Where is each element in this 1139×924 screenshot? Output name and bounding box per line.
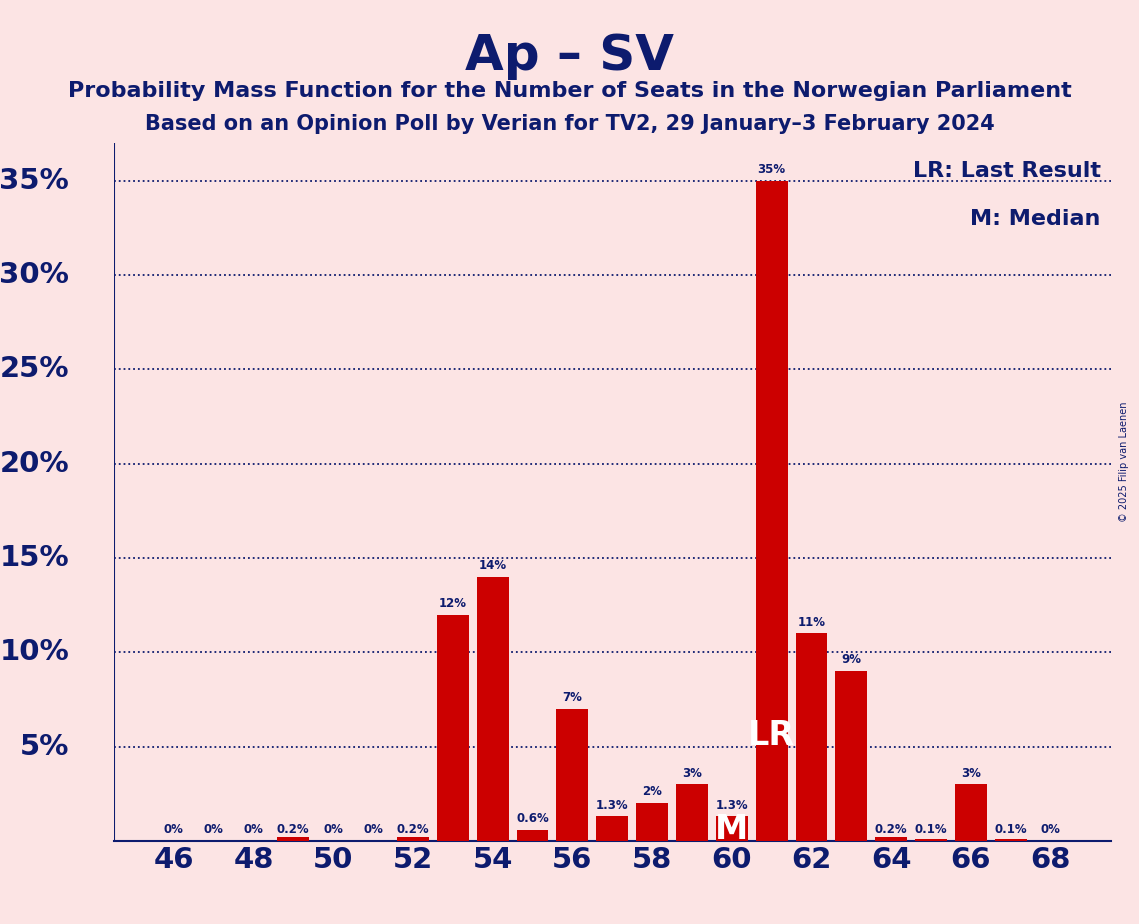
Bar — [915, 839, 947, 841]
Text: 3%: 3% — [682, 767, 702, 780]
Bar — [636, 803, 667, 841]
Bar — [795, 634, 827, 841]
Bar — [437, 614, 469, 841]
Bar — [476, 577, 508, 841]
Text: 5%: 5% — [19, 733, 69, 760]
Text: 35%: 35% — [757, 164, 786, 176]
Text: 0.1%: 0.1% — [994, 823, 1027, 836]
Bar — [994, 839, 1026, 841]
Text: 0.1%: 0.1% — [915, 823, 948, 836]
Text: 0.2%: 0.2% — [875, 823, 908, 836]
Text: © 2025 Filip van Laenen: © 2025 Filip van Laenen — [1120, 402, 1129, 522]
Text: 11%: 11% — [797, 615, 826, 628]
Bar — [715, 816, 747, 841]
Text: 7%: 7% — [563, 691, 582, 704]
Text: 12%: 12% — [439, 597, 467, 610]
Text: 0%: 0% — [363, 823, 383, 836]
Text: 1.3%: 1.3% — [596, 798, 629, 811]
Text: 20%: 20% — [0, 450, 69, 478]
Text: 0%: 0% — [204, 823, 223, 836]
Text: 25%: 25% — [0, 356, 69, 383]
Text: 0.6%: 0.6% — [516, 812, 549, 825]
Text: 30%: 30% — [0, 261, 69, 289]
Bar — [517, 830, 549, 841]
Text: Probability Mass Function for the Number of Seats in the Norwegian Parliament: Probability Mass Function for the Number… — [67, 81, 1072, 102]
Text: 3%: 3% — [961, 767, 981, 780]
Bar — [677, 784, 708, 841]
Text: 0%: 0% — [323, 823, 343, 836]
Text: 0%: 0% — [1041, 823, 1060, 836]
Bar — [597, 816, 629, 841]
Bar — [954, 784, 986, 841]
Text: 15%: 15% — [0, 544, 69, 572]
Text: Ap – SV: Ap – SV — [465, 32, 674, 80]
Text: 10%: 10% — [0, 638, 69, 666]
Text: LR: LR — [748, 719, 795, 752]
Text: M: Median: M: Median — [970, 210, 1100, 229]
Text: 1.3%: 1.3% — [715, 798, 748, 811]
Bar — [396, 837, 428, 841]
Text: 35%: 35% — [0, 167, 69, 195]
Text: LR: Last Result: LR: Last Result — [912, 161, 1100, 181]
Bar — [556, 709, 588, 841]
Text: 9%: 9% — [842, 653, 861, 666]
Text: 0%: 0% — [244, 823, 263, 836]
Text: 0.2%: 0.2% — [277, 823, 310, 836]
Bar — [835, 671, 867, 841]
Text: 2%: 2% — [642, 785, 662, 798]
Text: M: M — [715, 813, 748, 845]
Bar — [278, 837, 309, 841]
Text: 0.2%: 0.2% — [396, 823, 429, 836]
Text: Based on an Opinion Poll by Verian for TV2, 29 January–3 February 2024: Based on an Opinion Poll by Verian for T… — [145, 114, 994, 134]
Bar — [756, 181, 788, 841]
Text: 0%: 0% — [164, 823, 183, 836]
Text: 14%: 14% — [478, 559, 507, 572]
Bar — [875, 837, 908, 841]
